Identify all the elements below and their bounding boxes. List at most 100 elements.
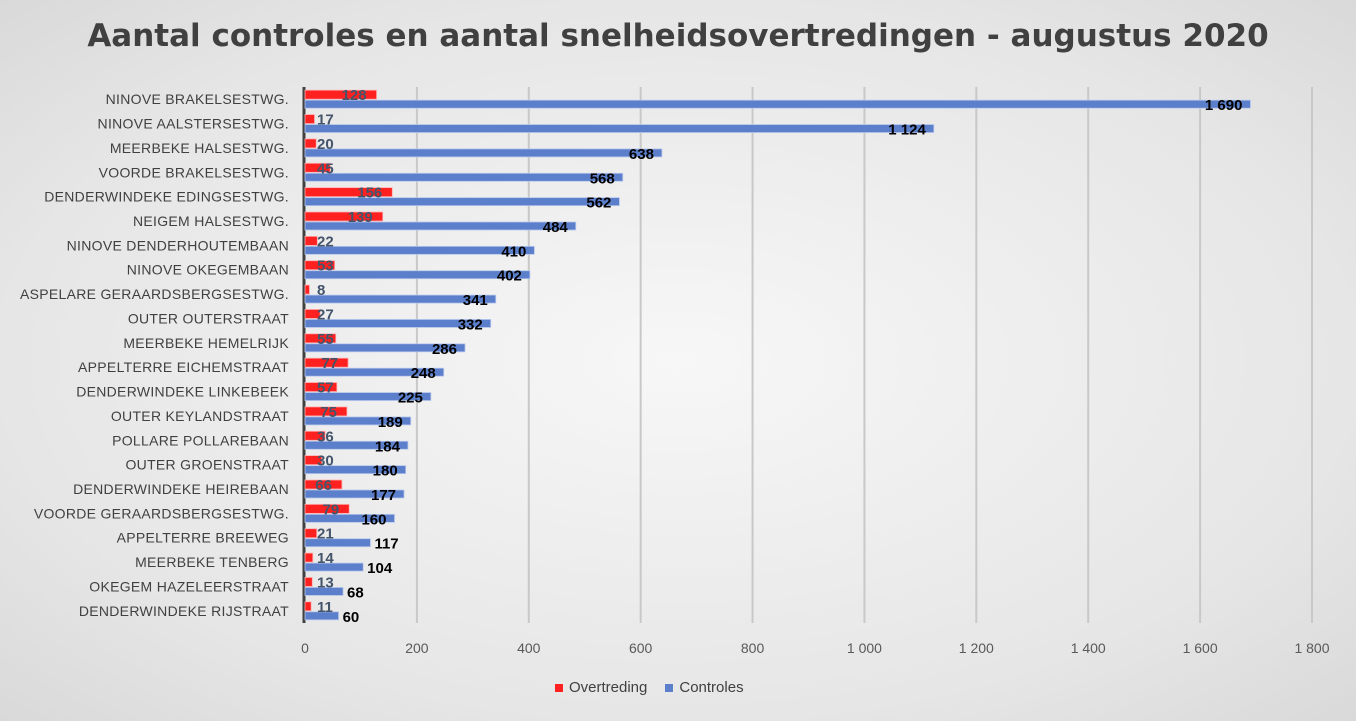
bar-controles [304, 611, 339, 621]
category-label: POLLARE POLLAREBAAN [112, 432, 289, 448]
category-label: DENDERWINDEKE RIJSTRAAT [79, 603, 289, 619]
chart-title: Aantal controles en aantal snelheidsover… [87, 18, 1269, 54]
category-label: APPELTERRE BREEWEG [117, 530, 289, 546]
data-label-controles: 1 124 [888, 122, 926, 139]
category-label: VOORDE BRAKELSESTWG. [99, 164, 289, 180]
x-tick-label: 1 600 [1183, 640, 1218, 656]
category-label: OUTER GROENSTRAAT [125, 457, 289, 473]
bar-overtreding [304, 333, 337, 344]
category-label: OKEGEM HAZELEERSTRAAT [89, 578, 289, 594]
data-label-overtreding: 139 [348, 209, 373, 226]
category-label: NINOVE DENDERHOUTEMBAAN [67, 237, 289, 253]
bar-overtreding [304, 382, 338, 392]
data-label-controles: 562 [586, 195, 611, 212]
legend-swatch [665, 683, 674, 692]
data-label-controles: 410 [501, 243, 526, 260]
bar-controles [304, 465, 407, 475]
x-tick-label: 600 [629, 640, 653, 656]
bar-controles [304, 294, 497, 304]
data-label-controles: 225 [398, 390, 423, 407]
category-label: MEERBEKE HALSESTWG. [110, 140, 289, 156]
data-label-overtreding: 128 [342, 87, 367, 104]
bar-overtreding [304, 187, 393, 198]
bar-overtreding [304, 406, 348, 417]
bar-overtreding [304, 162, 331, 173]
bar-controles [304, 489, 405, 499]
x-tick-label: 1 800 [1294, 640, 1329, 656]
data-label-overtreding: 17 [317, 112, 334, 129]
x-tick-label: 1 400 [1071, 640, 1106, 656]
data-label-overtreding: 22 [317, 233, 334, 250]
data-label-controles: 341 [463, 292, 488, 309]
data-label-overtreding: 156 [357, 185, 382, 202]
category-label: ASPELARE GERAARDSBERGSESTWG. [20, 286, 289, 302]
data-label-overtreding: 53 [317, 258, 334, 275]
bar-controles [304, 587, 344, 596]
data-label-overtreding: 45 [317, 160, 334, 177]
category-label: NINOVE OKEGEMBAAN [127, 262, 289, 278]
data-label-overtreding: 77 [321, 355, 338, 372]
data-label-overtreding: 8 [317, 282, 325, 299]
bar-controles [304, 392, 432, 401]
bar-controles [304, 270, 531, 280]
bar-overtreding [304, 357, 349, 368]
bar-overtreding [304, 89, 378, 100]
category-label: OUTER KEYLANDSTRAAT [111, 408, 289, 424]
data-label-overtreding: 27 [317, 306, 334, 323]
data-label-overtreding: 55 [317, 331, 334, 348]
category-label: VOORDE GERAARDSBERGSESTWG. [34, 505, 289, 521]
bar-controles [304, 124, 935, 133]
data-label-controles: 160 [361, 511, 386, 528]
data-label-overtreding: 11 [317, 599, 333, 616]
category-label: NINOVE AALSTERSESTWG. [98, 116, 289, 132]
bar-controles [304, 416, 412, 426]
bar-overtreding [304, 430, 326, 441]
bar-overtreding [304, 601, 312, 612]
data-label-controles: 402 [497, 268, 522, 285]
bar-overtreding [304, 503, 350, 514]
data-label-overtreding: 30 [317, 453, 334, 470]
x-tick-label: 1 000 [847, 640, 882, 656]
data-label-controles: 484 [543, 219, 569, 236]
category-label: DENDERWINDEKE EDINGSESTWG. [44, 189, 289, 205]
bar-overtreding [304, 211, 384, 222]
data-label-overtreding: 13 [317, 574, 334, 591]
data-label-controles: 184 [375, 438, 401, 455]
bar-controles [304, 343, 466, 353]
bar-overtreding [304, 455, 323, 466]
category-label: APPELTERRE EICHEMSTRAAT [78, 359, 289, 375]
data-label-controles: 68 [347, 584, 364, 601]
data-label-overtreding: 14 [317, 550, 334, 567]
legend-item-controles: Controles [665, 679, 744, 696]
bar-overtreding [304, 309, 321, 319]
bar-controles [304, 513, 395, 523]
bar-controles [304, 197, 620, 207]
data-label-controles: 104 [367, 560, 393, 577]
bar-controles [304, 148, 663, 158]
bar-overtreding [304, 577, 313, 587]
legend-label: Overtreding [569, 679, 648, 696]
data-label-controles: 248 [411, 365, 436, 382]
category-label: MEERBEKE HEMELRIJK [123, 335, 289, 351]
data-label-controles: 177 [371, 487, 396, 504]
category-label: MEERBEKE TENBERG [135, 554, 289, 570]
bar-controles [304, 245, 535, 255]
data-label-controles: 60 [343, 609, 360, 626]
data-label-controles: 568 [590, 170, 615, 187]
x-tick-label: 1 200 [959, 640, 994, 656]
data-label-overtreding: 75 [320, 404, 337, 421]
bar-overtreding [304, 235, 318, 246]
bar-overtreding [304, 260, 336, 271]
bar-controles [304, 562, 364, 572]
x-tick-label: 200 [405, 640, 429, 656]
data-label-controles: 117 [374, 536, 398, 553]
bar-controles [304, 172, 624, 182]
bar-controles [304, 99, 1251, 109]
data-label-overtreding: 21 [317, 526, 334, 543]
category-label: DENDERWINDEKE HEIREBAAN [73, 481, 289, 497]
bar-controles [304, 538, 371, 548]
bar-overtreding [304, 528, 318, 539]
data-label-overtreding: 57 [317, 380, 334, 397]
legend-item-overtreding: Overtreding [555, 679, 647, 696]
